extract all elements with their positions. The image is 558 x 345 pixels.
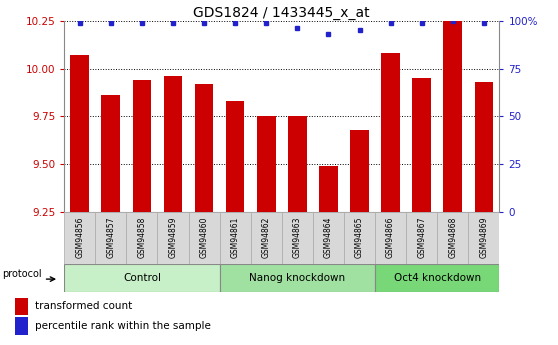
Bar — [95, 212, 126, 264]
Text: GSM94859: GSM94859 — [169, 216, 177, 258]
Bar — [406, 212, 437, 264]
Bar — [350, 130, 369, 212]
Text: GSM94857: GSM94857 — [107, 216, 116, 258]
Bar — [437, 212, 468, 264]
Bar — [288, 117, 307, 212]
Bar — [282, 212, 313, 264]
Text: GSM94856: GSM94856 — [75, 216, 84, 258]
Title: GDS1824 / 1433445_x_at: GDS1824 / 1433445_x_at — [194, 6, 370, 20]
Text: GSM94867: GSM94867 — [417, 216, 426, 258]
Bar — [70, 55, 89, 212]
Text: GSM94866: GSM94866 — [386, 216, 395, 258]
Bar — [220, 264, 375, 292]
Text: percentile rank within the sample: percentile rank within the sample — [35, 321, 210, 331]
Bar — [102, 95, 120, 212]
Text: GSM94864: GSM94864 — [324, 216, 333, 258]
Text: GSM94863: GSM94863 — [293, 216, 302, 258]
Bar — [157, 212, 189, 264]
Bar — [163, 76, 182, 212]
Bar — [251, 212, 282, 264]
Text: Nanog knockdown: Nanog knockdown — [249, 273, 345, 283]
Text: GSM94865: GSM94865 — [355, 216, 364, 258]
Bar — [375, 264, 499, 292]
Bar — [313, 212, 344, 264]
Bar — [126, 212, 157, 264]
Bar — [15, 317, 28, 335]
Bar — [319, 166, 338, 212]
Text: transformed count: transformed count — [35, 301, 132, 311]
Bar — [257, 117, 276, 212]
Text: GSM94869: GSM94869 — [479, 216, 488, 258]
Text: GSM94861: GSM94861 — [230, 216, 239, 258]
Bar — [344, 212, 375, 264]
Text: GSM94858: GSM94858 — [137, 216, 146, 258]
Bar — [64, 212, 95, 264]
Bar — [195, 84, 213, 212]
Bar — [220, 212, 251, 264]
Text: GSM94860: GSM94860 — [200, 216, 209, 258]
Bar — [474, 82, 493, 212]
Text: Oct4 knockdown: Oct4 knockdown — [394, 273, 481, 283]
Bar — [468, 212, 499, 264]
Bar — [375, 212, 406, 264]
Bar — [444, 21, 462, 212]
Bar — [412, 78, 431, 212]
Bar — [133, 80, 151, 212]
Bar — [381, 53, 400, 212]
Bar — [64, 264, 220, 292]
Bar — [226, 101, 244, 212]
Text: GSM94868: GSM94868 — [448, 216, 457, 258]
Bar — [189, 212, 220, 264]
Text: Control: Control — [123, 273, 161, 283]
Text: protocol: protocol — [2, 269, 41, 279]
Text: GSM94862: GSM94862 — [262, 216, 271, 258]
Bar — [15, 298, 28, 315]
